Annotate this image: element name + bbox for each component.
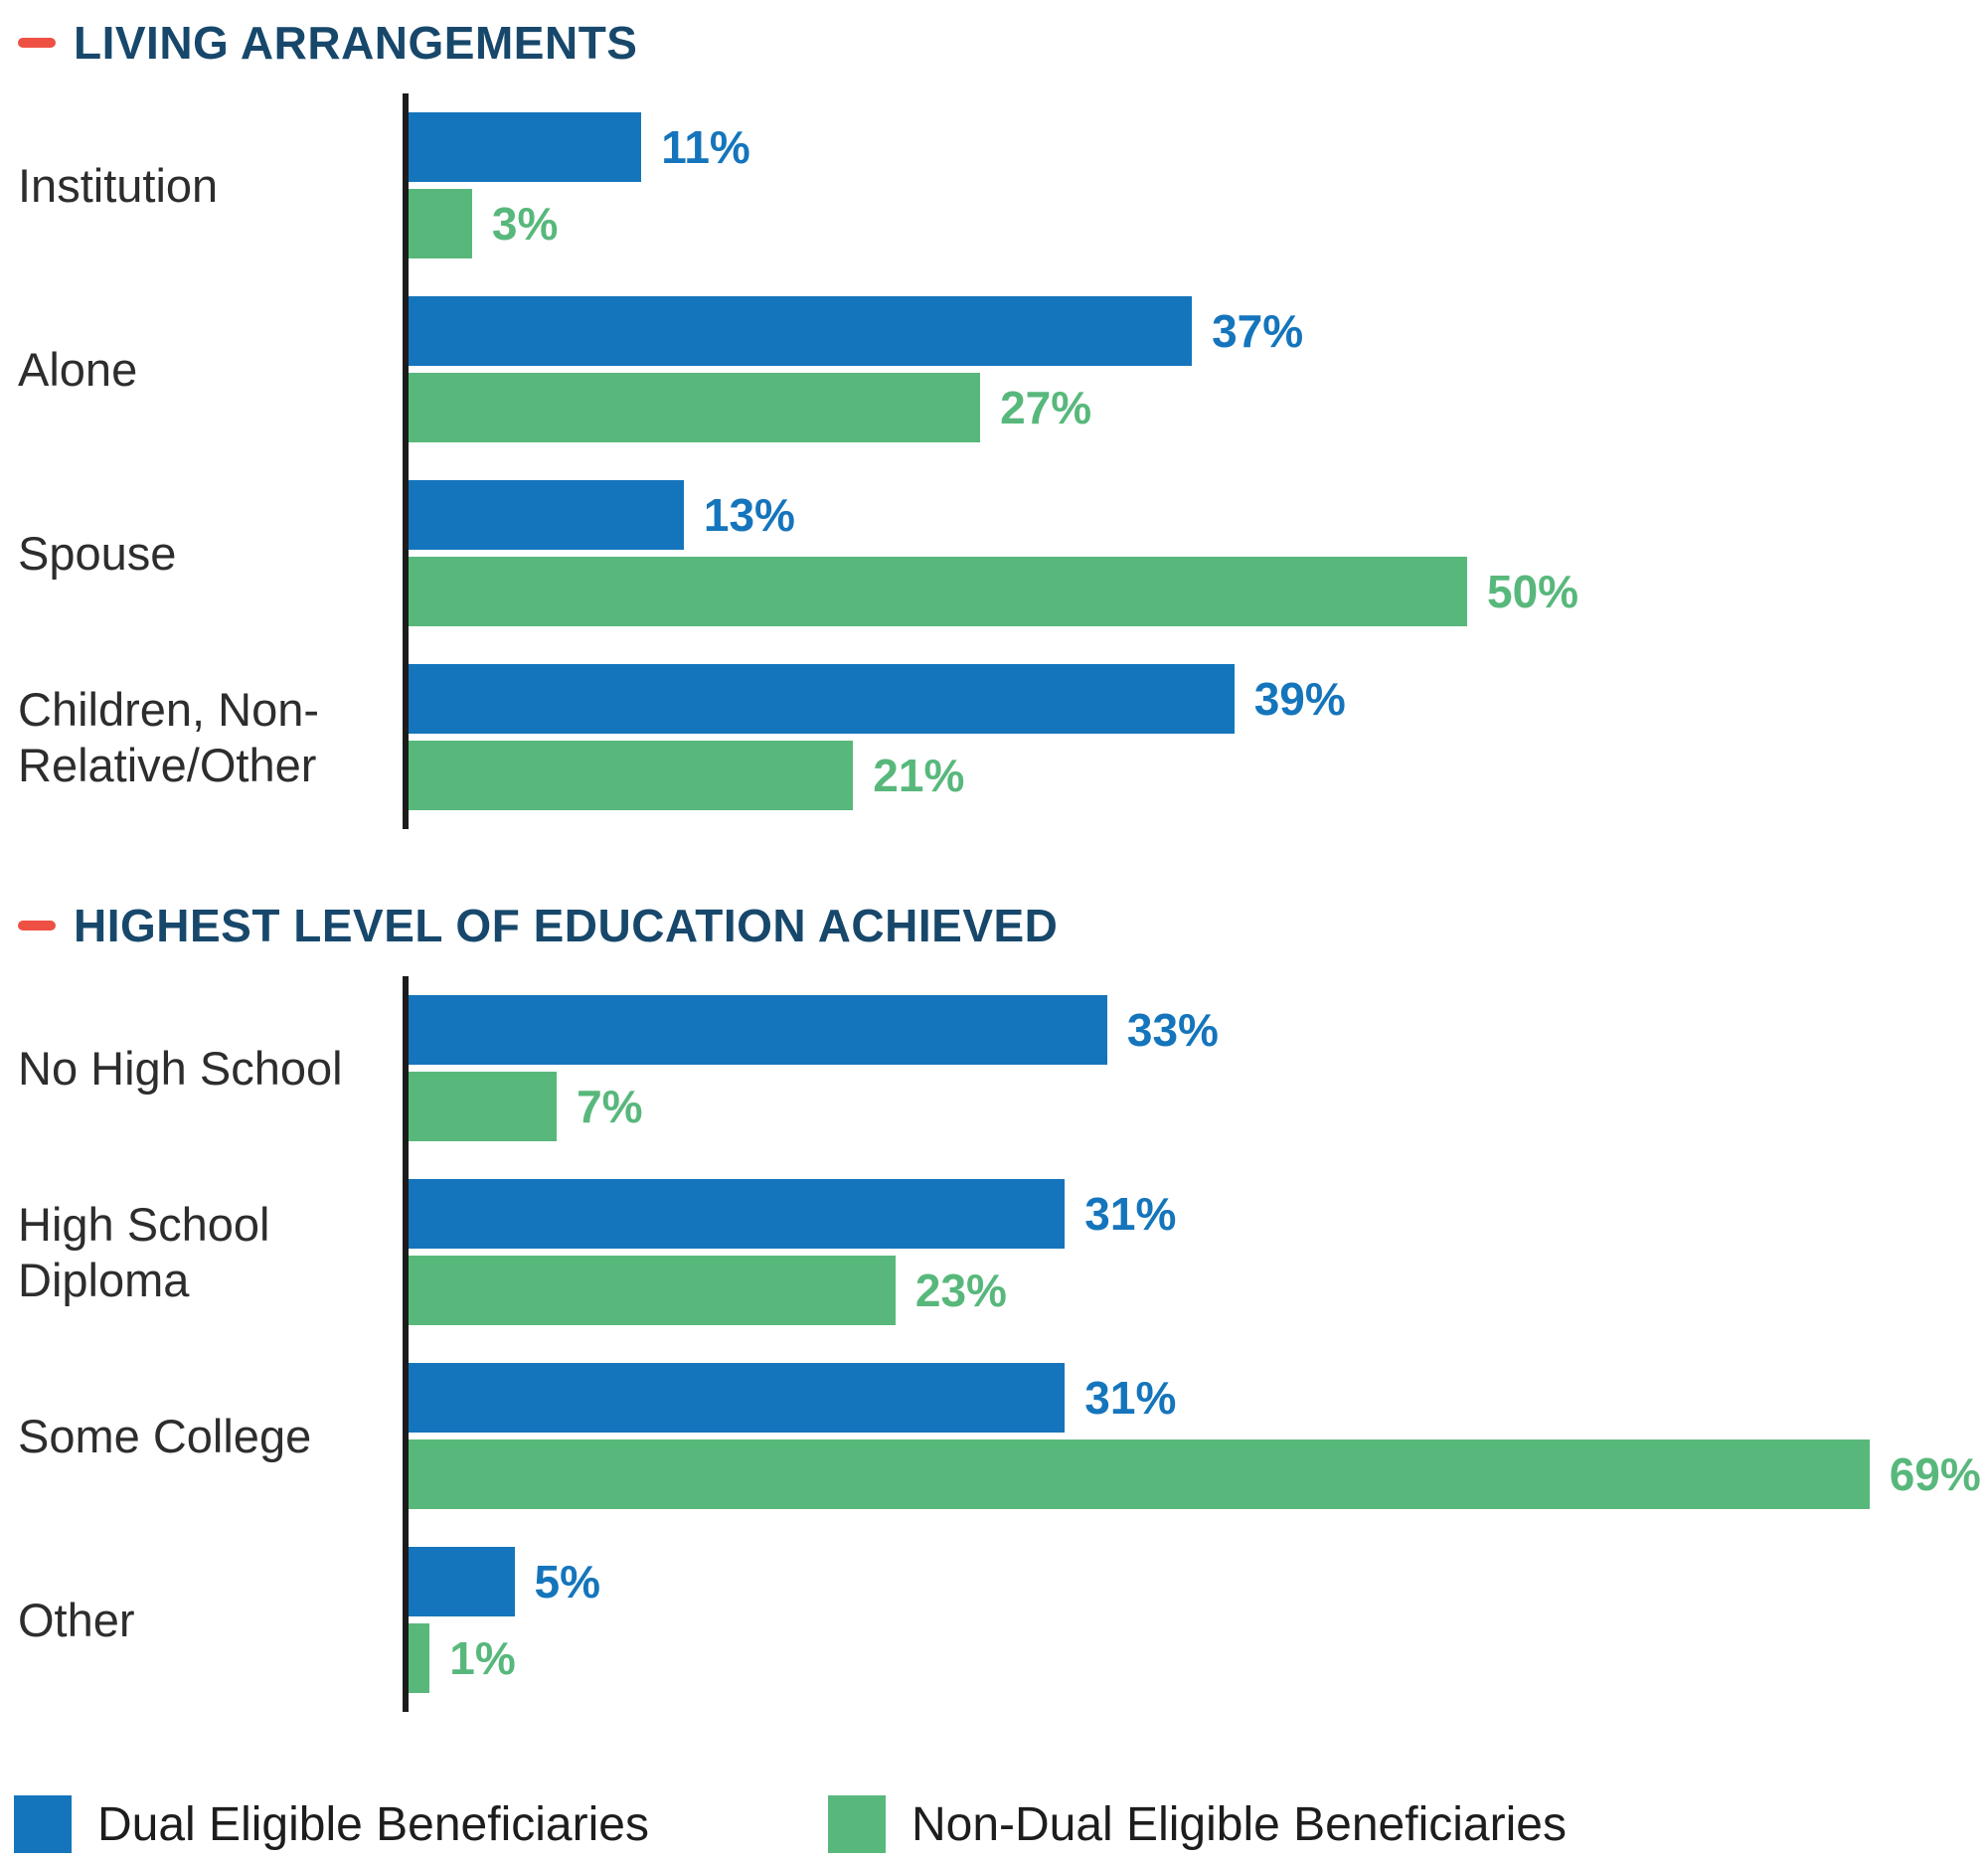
non-dual-eligible-bar: [409, 1256, 896, 1325]
non-dual-eligible-bar: [409, 1072, 558, 1141]
value-label: 7%: [577, 1081, 643, 1132]
section-title-text: LIVING ARRANGEMENTS: [74, 17, 638, 69]
dual-eligible-bar: [409, 664, 1235, 734]
bar-row: 31%: [409, 1363, 1988, 1433]
value-label: 5%: [534, 1556, 600, 1607]
non-dual-eligible-bar: [409, 373, 981, 442]
non-dual-legend-swatch-icon: [827, 1795, 886, 1853]
value-label: 3%: [491, 198, 559, 250]
bar-row: 33%: [409, 995, 1988, 1065]
dual-eligible-bar: [409, 1363, 1066, 1433]
category-row: Institution 11% 3%: [0, 93, 1988, 277]
category-row: Alone 37% 27%: [0, 277, 1988, 461]
category-row: Children, Non-Relative/Other 39% 21%: [0, 645, 1988, 829]
bar-row: 7%: [409, 1072, 1988, 1141]
bar-row: 23%: [409, 1256, 1988, 1325]
dual-eligible-bar: [409, 1179, 1066, 1249]
non-dual-eligible-bar: [409, 557, 1467, 626]
category-label: Institution: [18, 158, 219, 212]
bar-row: 3%: [409, 189, 1988, 258]
section-title-education: HIGHEST LEVEL OF EDUCATION ACHIEVED: [18, 899, 1988, 952]
legend: Dual Eligible Beneficiaries Non-Dual Eli…: [14, 1795, 1988, 1853]
category-row: Some College 31% 69%: [0, 1344, 1988, 1528]
bar-row: 27%: [409, 373, 1988, 442]
value-label: 69%: [1889, 1448, 1981, 1500]
value-label: 39%: [1253, 673, 1346, 725]
category-label: Other: [18, 1593, 135, 1646]
category-row: Other 5% 1%: [0, 1528, 1988, 1712]
legend-label: Dual Eligible Beneficiaries: [97, 1797, 649, 1851]
bar-row: 50%: [409, 557, 1988, 626]
legend-item-non-dual: Non-Dual Eligible Beneficiaries: [827, 1795, 1567, 1853]
legend-label: Non-Dual Eligible Beneficiaries: [911, 1797, 1567, 1851]
section-title-text: HIGHEST LEVEL OF EDUCATION ACHIEVED: [74, 900, 1059, 951]
value-label: 33%: [1126, 1004, 1219, 1056]
category-label: Spouse: [18, 526, 177, 580]
category-label: Some College: [18, 1409, 312, 1462]
bar-group: 13% 50%: [403, 461, 1988, 645]
bar-row: 21%: [409, 741, 1988, 810]
value-label: 31%: [1084, 1372, 1177, 1424]
section-living-arrangements: LIVING ARRANGEMENTS Institution 11% 3% Alon…: [0, 16, 1988, 829]
value-label: 1%: [449, 1632, 516, 1684]
non-dual-eligible-bar: [409, 741, 854, 810]
bar-group: 31% 23%: [403, 1160, 1988, 1344]
dual-eligible-bar: [409, 1547, 515, 1616]
value-label: 13%: [703, 489, 795, 541]
category-label: High School Diploma: [18, 1198, 270, 1306]
non-dual-eligible-bar: [409, 1623, 430, 1693]
education-chart: No High School 33% 7% High School Diploma 31…: [0, 976, 1988, 1712]
heading-dash-icon: [18, 38, 56, 48]
dual-eligible-bar: [409, 296, 1193, 366]
section-education: HIGHEST LEVEL OF EDUCATION ACHIEVED No H…: [0, 899, 1988, 1712]
value-label: 37%: [1212, 305, 1304, 357]
section-title-living-arrangements: LIVING ARRANGEMENTS: [18, 16, 1988, 70]
category-label: Children, Non-Relative/Other: [18, 683, 320, 791]
bar-group: 39% 21%: [403, 645, 1988, 829]
bar-group: 37% 27%: [403, 277, 1988, 461]
bar-row: 37%: [409, 296, 1988, 366]
non-dual-eligible-bar: [409, 1439, 1870, 1509]
bar-row: 13%: [409, 480, 1988, 550]
value-label: 27%: [1000, 382, 1092, 433]
dual-eligible-bar: [409, 480, 684, 550]
bar-group: 11% 3%: [403, 93, 1988, 277]
bar-row: 39%: [409, 664, 1988, 734]
bar-row: 31%: [409, 1179, 1988, 1249]
dual-legend-swatch-icon: [14, 1795, 72, 1853]
category-row: Spouse 13% 50%: [0, 461, 1988, 645]
bar-row: 5%: [409, 1547, 1988, 1616]
value-label: 11%: [661, 121, 750, 173]
category-label: Alone: [18, 342, 138, 396]
dual-eligible-bar: [409, 995, 1107, 1065]
category-row: No High School 33% 7%: [0, 976, 1988, 1160]
legend-item-dual: Dual Eligible Beneficiaries: [14, 1795, 649, 1853]
heading-dash-icon: [18, 921, 56, 930]
bar-row: 69%: [409, 1439, 1988, 1509]
bar-row: 1%: [409, 1623, 1988, 1693]
value-label: 50%: [1487, 566, 1579, 617]
non-dual-eligible-bar: [409, 189, 472, 258]
bar-group: 5% 1%: [403, 1528, 1988, 1712]
category-row: High School Diploma 31% 23%: [0, 1160, 1988, 1344]
bar-group: 33% 7%: [403, 976, 1988, 1160]
value-label: 31%: [1084, 1188, 1177, 1240]
bar-row: 11%: [409, 112, 1988, 182]
living-arrangements-chart: Institution 11% 3% Alone 37% 27% Spouse 13% 50% C…: [0, 93, 1988, 829]
category-label: No High School: [18, 1041, 343, 1095]
dual-eligible-bar: [409, 112, 642, 182]
value-label: 23%: [914, 1265, 1007, 1316]
bar-group: 31% 69%: [403, 1344, 1988, 1528]
value-label: 21%: [873, 750, 965, 801]
